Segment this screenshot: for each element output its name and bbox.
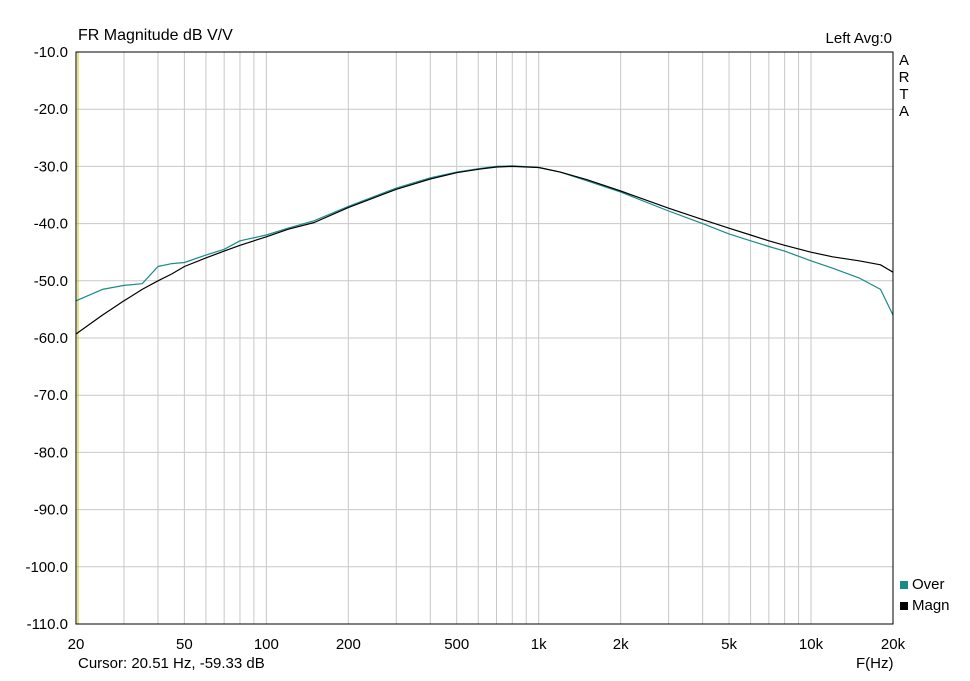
- plot-border: [75, 51, 894, 625]
- chart-title: FR Magnitude dB V/V: [78, 27, 233, 44]
- chart-grid: [75, 51, 894, 625]
- x-axis-unit-label: F(Hz): [856, 655, 894, 672]
- x-tick-label: 100: [254, 636, 279, 653]
- cursor-readout: Cursor: 20.51 Hz, -59.33 dB: [78, 655, 265, 672]
- x-tick-label: 1k: [531, 636, 547, 653]
- y-tick-label: -60.0: [34, 330, 68, 347]
- y-tick-label: -20.0: [34, 101, 68, 118]
- legend-swatch-magn: [900, 602, 908, 611]
- y-tick-label: -80.0: [34, 444, 68, 461]
- x-tick-label: 50: [176, 636, 193, 653]
- arta-letter: R: [898, 69, 910, 86]
- arta-letter: A: [898, 52, 909, 69]
- x-tick-label: 20: [68, 636, 85, 653]
- legend-label-over: Over: [912, 576, 945, 593]
- chart-series-group: [75, 165, 894, 335]
- series-line-magn: [75, 165, 894, 335]
- x-tick-label: 20k: [881, 636, 906, 653]
- y-axis-ticks: -10.0 -20.0 -30.0 -40.0 -50.0 -60.0 -70.0 -80.0…: [25, 44, 68, 633]
- legend-swatch-over: [900, 581, 908, 590]
- x-axis-ticks: 20 50 100 200 500 1k 2k 5k 10k 20k: [68, 636, 906, 653]
- y-tick-label: -10.0: [34, 44, 68, 61]
- arta-letter: T: [899, 86, 909, 103]
- arta-letter: A: [898, 103, 909, 120]
- legend-item-magn[interactable]: Magn: [900, 597, 950, 614]
- legend-label-magn: Magn: [912, 597, 950, 614]
- x-tick-label: 10k: [799, 636, 824, 653]
- y-tick-label: -100.0: [25, 559, 68, 576]
- y-tick-label: -70.0: [34, 387, 68, 404]
- x-tick-label: 2k: [613, 636, 629, 653]
- y-tick-label: -40.0: [34, 216, 68, 233]
- x-tick-label: 500: [444, 636, 469, 653]
- plot-frame: [75, 51, 894, 625]
- y-tick-label: -30.0: [34, 158, 68, 175]
- series-line-over: [75, 165, 894, 316]
- y-tick-label: -110.0: [27, 616, 68, 633]
- arta-brand-label: A R T A: [897, 52, 911, 120]
- y-tick-label: -50.0: [34, 273, 68, 290]
- channel-average-label: Left Avg:0: [825, 30, 892, 47]
- y-tick-label: -90.0: [34, 502, 68, 519]
- x-tick-label: 200: [336, 636, 361, 653]
- x-tick-label: 5k: [721, 636, 737, 653]
- legend-item-over[interactable]: Over: [900, 576, 945, 593]
